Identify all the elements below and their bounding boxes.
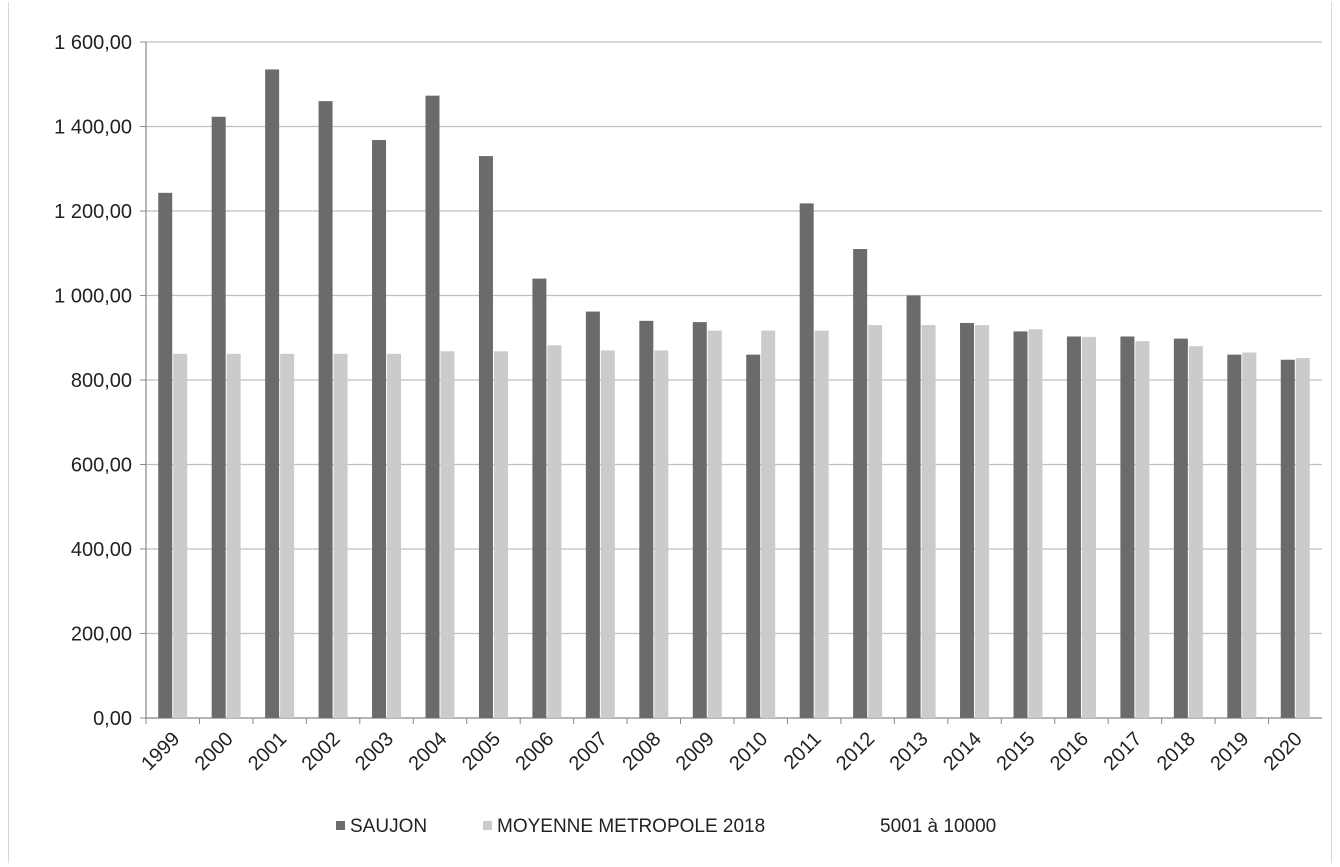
bar-saujon-2004 <box>425 95 440 719</box>
x-tick-label: 1999 <box>137 728 184 775</box>
x-tick-label: 2020 <box>1260 728 1307 775</box>
bar-moyenne-metropole-2018-2020 <box>1295 358 1310 718</box>
y-tick-label: 0,00 <box>93 708 132 730</box>
x-tick-label: 2001 <box>244 728 291 775</box>
y-tick-label: 200,00 <box>71 624 132 646</box>
bar-saujon-2017 <box>1120 336 1135 718</box>
y-axis-tick-labels: 0,00 200,00 400,00 600,00 800,00 1 000,00 1 20… <box>54 32 132 730</box>
bar-saujon-2007 <box>585 311 600 718</box>
bar-moyenne-metropole-2018-2009 <box>707 330 722 718</box>
legend-label: 5001 à 10000 <box>880 816 996 837</box>
bars <box>158 69 1310 719</box>
bar-saujon-2019 <box>1227 354 1242 718</box>
bar-moyenne-metropole-2018-2003 <box>387 353 402 718</box>
bar-saujon-2006 <box>532 278 547 718</box>
x-tick-label: 2010 <box>725 728 772 775</box>
x-tick-label: 2013 <box>886 728 933 775</box>
bar-saujon-2002 <box>318 101 333 718</box>
bar-saujon-2011 <box>799 203 814 718</box>
legend-swatch <box>336 821 345 830</box>
bar-moyenne-metropole-2018-2012 <box>868 325 883 718</box>
x-tick-label: 2004 <box>405 728 452 775</box>
bar-moyenne-metropole-2018-2000 <box>226 353 241 718</box>
bar-saujon-2013 <box>906 295 921 718</box>
bar-saujon-2015 <box>1013 331 1028 718</box>
x-tick-label: 2018 <box>1153 728 1200 775</box>
y-tick-label: 400,00 <box>71 539 132 561</box>
bar-saujon-2009 <box>692 322 707 718</box>
bar-saujon-2018 <box>1173 338 1188 718</box>
legend-label: MOYENNE METROPOLE 2018 <box>497 816 765 837</box>
bar-saujon-2010 <box>746 354 761 718</box>
bar-saujon-2000 <box>211 116 226 719</box>
x-tick-label: 2005 <box>458 728 505 775</box>
y-tick-label: 1 000,00 <box>54 286 132 308</box>
x-tick-label: 2011 <box>780 728 826 774</box>
legend-label: SAUJON <box>350 816 427 837</box>
x-tick-label: 2003 <box>351 728 398 775</box>
x-tick-label: 2015 <box>993 728 1040 775</box>
x-tick-label: 2000 <box>191 728 238 775</box>
bar-moyenne-metropole-2018-2016 <box>1081 336 1096 718</box>
bar-saujon-2005 <box>478 156 493 718</box>
bar-moyenne-metropole-2018-2001 <box>280 353 295 718</box>
bar-moyenne-metropole-2018-2014 <box>975 325 990 718</box>
y-tick-label: 1 600,00 <box>54 32 132 54</box>
bar-saujon-1999 <box>158 192 173 718</box>
x-tick-label: 2014 <box>939 728 986 775</box>
x-tick-label: 2002 <box>298 728 345 775</box>
bar-moyenne-metropole-2018-2007 <box>600 350 615 718</box>
bar-saujon-2008 <box>639 320 654 718</box>
bar-moyenne-metropole-2018-2004 <box>440 351 455 718</box>
y-tick-label: 1 400,00 <box>54 117 132 139</box>
x-tick-label: 2008 <box>618 728 665 775</box>
x-tick-label: 2019 <box>1206 728 1253 775</box>
bar-saujon-2020 <box>1280 359 1295 718</box>
bar-moyenne-metropole-2018-2018 <box>1188 346 1203 718</box>
bar-moyenne-metropole-2018-2019 <box>1242 352 1257 718</box>
bar-moyenne-metropole-2018-2006 <box>547 345 562 718</box>
y-tick-label: 800,00 <box>71 370 132 392</box>
bar-saujon-2012 <box>853 249 868 718</box>
x-axis-tick-labels: 1999 2000 2001 2002 2003 2004 2005 2006 2007 2008… <box>137 728 1307 775</box>
x-tick-label: 2007 <box>565 728 612 775</box>
bar-moyenne-metropole-2018-2008 <box>654 350 669 718</box>
bar-saujon-2001 <box>265 69 280 718</box>
x-tick-label: 2016 <box>1046 728 1093 775</box>
bar-saujon-2014 <box>960 322 975 718</box>
bar-moyenne-metropole-2018-2002 <box>333 353 348 718</box>
x-tick-label: 2009 <box>672 728 719 775</box>
bar-moyenne-metropole-2018-2017 <box>1135 341 1150 718</box>
y-tick-label: 1 200,00 <box>54 201 132 223</box>
bar-moyenne-metropole-2018-2015 <box>1028 329 1043 718</box>
x-tick-label: 2006 <box>511 728 558 775</box>
bar-moyenne-metropole-2018-2011 <box>814 330 829 718</box>
legend-swatch <box>483 821 492 830</box>
bar-moyenne-metropole-2018-2005 <box>493 351 508 718</box>
x-tick-label: 2017 <box>1099 728 1146 775</box>
y-tick-label: 600,00 <box>71 455 132 477</box>
chart-frame <box>8 2 1332 863</box>
legend: SAUJON MOYENNE METROPOLE 2018 5001 à 10000 <box>336 816 996 837</box>
bar-moyenne-metropole-2018-2010 <box>761 330 776 718</box>
bar-moyenne-metropole-2018-1999 <box>173 353 188 718</box>
bar-saujon-2003 <box>372 140 387 718</box>
x-tick-label: 2012 <box>832 728 879 775</box>
bar-moyenne-metropole-2018-2013 <box>921 325 936 718</box>
bar-saujon-2016 <box>1066 336 1081 718</box>
